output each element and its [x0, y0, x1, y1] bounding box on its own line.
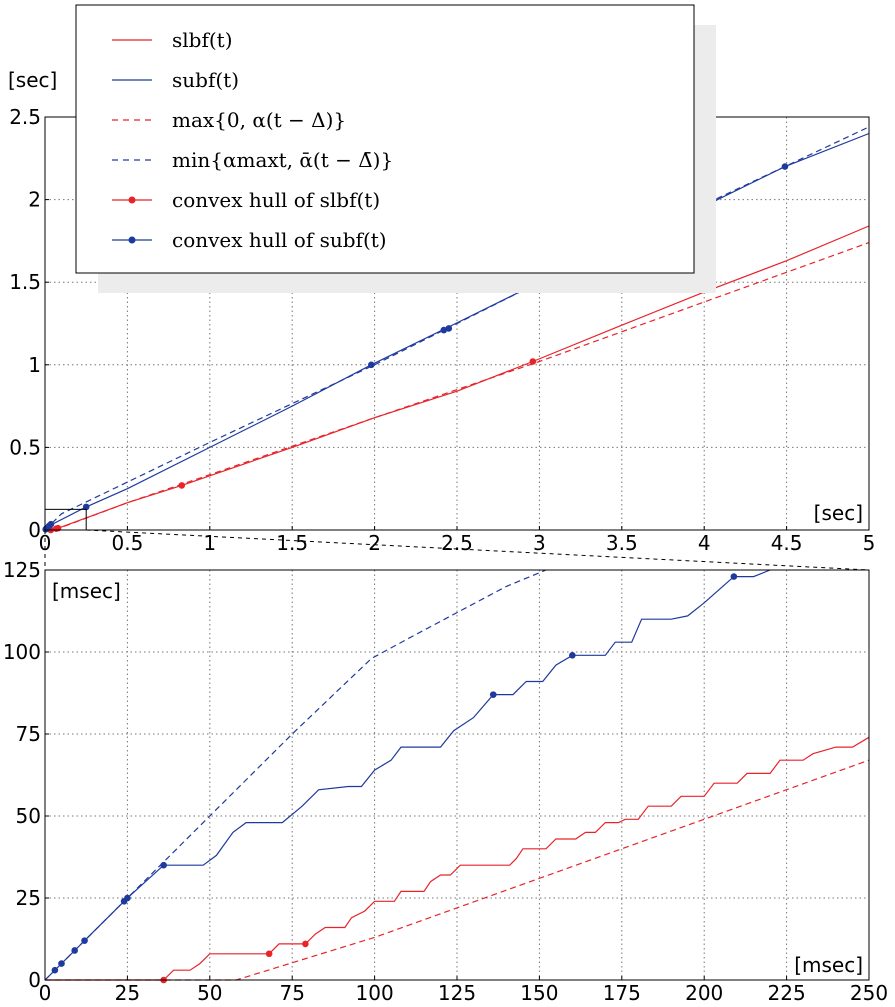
- legend-label: convex hull of subf(t): [172, 228, 387, 252]
- x-tick-label: 2.5: [441, 531, 473, 555]
- series-line: [44, 569, 771, 981]
- x-tick-label: 100: [356, 981, 394, 1005]
- legend-entry: max{0, α(t − Δ)}: [112, 108, 346, 132]
- series-line: [45, 242, 870, 531]
- x-tick-label: 1: [203, 531, 216, 555]
- zoom-connector-right: [86, 529, 870, 571]
- x-tick-label: 4: [698, 531, 711, 555]
- x-tick-label: 150: [520, 981, 558, 1005]
- legend-label: max{0, α(t − Δ)}: [172, 108, 346, 132]
- y-tick-label: 0.5: [9, 435, 41, 459]
- hull-point: [445, 325, 453, 332]
- x-tick-label: 125: [438, 981, 476, 1005]
- hull-point: [781, 163, 789, 170]
- x-tick-label: 250: [850, 981, 888, 1005]
- y-tick-label: 100: [3, 640, 41, 664]
- y-tick-label: 1.5: [9, 270, 41, 294]
- x-tick-label: 0.5: [111, 531, 143, 555]
- y-tick-label: 125: [3, 558, 41, 582]
- x-tick-label: 1.5: [276, 531, 308, 555]
- tick-labels: 0 0.5 1 1.5 2 2.5 3 3.5 4 4.5 5 0 0.5 1 1.5 2 2.5: [9, 105, 875, 555]
- hull-point: [302, 940, 309, 948]
- hull-point: [489, 691, 497, 698]
- y-tick-label: 50: [16, 804, 41, 828]
- hull-point: [730, 573, 738, 580]
- series-line: [45, 759, 870, 981]
- hull-point: [81, 937, 88, 944]
- hull-point: [178, 482, 186, 489]
- hull-point: [160, 861, 167, 869]
- x-unit-label: [msec]: [794, 953, 863, 977]
- legend-marker: [128, 236, 136, 244]
- zoom-connectors: [44, 508, 870, 571]
- hull-point: [124, 894, 131, 902]
- series-line: [44, 569, 547, 981]
- hull-point: [82, 503, 90, 511]
- series-line: [44, 126, 870, 531]
- x-tick-label: 175: [603, 981, 641, 1005]
- legend-label: min{αmaxt, ᾱ(t − Δ̄)}: [172, 148, 393, 172]
- hull-point: [529, 358, 537, 365]
- hull-point: [51, 966, 59, 974]
- legend-entry: subf(t): [112, 68, 239, 92]
- legend-marker: [128, 196, 136, 204]
- y-tick-label: 0: [28, 968, 41, 992]
- bottom-chart: 0 25 50 75 100 125 150 175 200 225 250 0 25 50 75 100 12…: [3, 558, 888, 1005]
- hull-point: [569, 651, 576, 659]
- y-tick-label: 1: [28, 353, 41, 377]
- zoom-box: [44, 508, 87, 531]
- legend-entry: min{αmaxt, ᾱ(t − Δ̄)}: [112, 148, 393, 172]
- legend-box: [75, 4, 695, 274]
- y-tick-label: 2.5: [9, 105, 41, 129]
- y-tick-label: 75: [16, 722, 41, 746]
- y-tick-label: 0: [28, 518, 41, 542]
- legend-label: convex hull of slbf(t): [172, 188, 380, 212]
- hull-point: [71, 947, 78, 954]
- hull-point: [265, 950, 273, 958]
- legend-label: slbf(t): [172, 28, 233, 52]
- x-unit-label: [sec]: [814, 501, 863, 525]
- x-tick-label: 200: [685, 981, 723, 1005]
- x-tick-label: 75: [279, 981, 304, 1005]
- legend-entry: convex hull of subf(t): [112, 228, 387, 252]
- x-tick-label: 225: [768, 981, 806, 1005]
- x-tick-label: 5: [863, 531, 876, 555]
- legend-entry: convex hull of slbf(t): [112, 188, 380, 212]
- x-tick-label: 2: [368, 531, 381, 555]
- hull-point: [47, 520, 55, 528]
- legend-entry: slbf(t): [112, 28, 233, 52]
- x-tick-label: 0: [39, 531, 52, 555]
- y-unit-label: [sec]: [8, 68, 57, 92]
- x-tick-label: 3: [533, 531, 546, 555]
- y-unit-label: [msec]: [52, 579, 121, 603]
- hull-point: [58, 960, 65, 967]
- legend-label: subf(t): [172, 68, 239, 92]
- tick-labels: 0 25 50 75 100 125 150 175 200 225 250 0 25 50 75 100 12…: [3, 558, 888, 1005]
- x-tick-label: 4.5: [771, 531, 803, 555]
- grid: [45, 570, 869, 980]
- x-tick-label: 0: [39, 981, 52, 1005]
- x-tick-label: 25: [115, 981, 140, 1005]
- y-tick-label: 25: [16, 886, 41, 910]
- x-tick-label: 3.5: [606, 531, 638, 555]
- x-tick-label: 50: [197, 981, 222, 1005]
- y-tick-label: 2: [28, 188, 41, 212]
- hull-point: [368, 361, 375, 369]
- legend: slbf(t) subf(t) max{0, α(t − Δ)} min{αmaxt,…: [75, 4, 716, 293]
- series-group: [44, 569, 870, 984]
